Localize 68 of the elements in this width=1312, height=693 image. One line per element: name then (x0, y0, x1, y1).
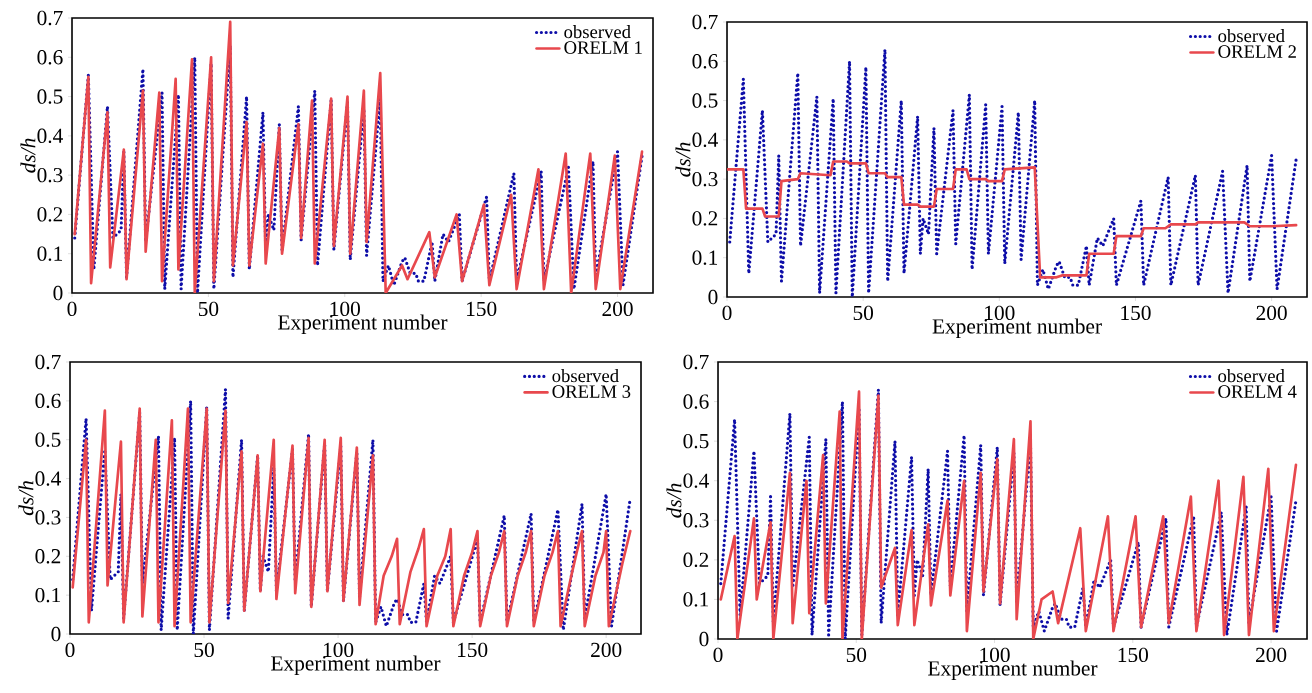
y-axis-title: ds/h (675, 142, 691, 177)
y-tick-label: 0.7 (37, 10, 63, 26)
y-axis-title: ds/h (666, 483, 682, 518)
x-tick-label: 100 (980, 647, 1010, 663)
x-tick-label: 200 (1256, 647, 1287, 663)
y-tick-label: 0.7 (683, 354, 709, 370)
y-tick-label: 0.2 (683, 552, 709, 568)
y-tick-label: 0 (53, 285, 63, 301)
y-tick-label: 0.6 (683, 394, 709, 409)
y-tick-label: 0.2 (692, 211, 718, 226)
x-tick-label: 0 (65, 642, 75, 658)
y-tick-label: 0 (708, 289, 718, 305)
y-tick-label: 0.7 (35, 354, 61, 370)
y-tick-label: 0 (699, 631, 709, 647)
y-tick-label: 0.2 (37, 207, 63, 222)
y-tick-label: 0.3 (37, 167, 63, 183)
x-tick-label: 0 (722, 305, 732, 321)
y-tick-label: 0.6 (692, 54, 718, 69)
legend-label: ORELM 4 (1218, 385, 1297, 398)
y-tick-label: 0.4 (692, 132, 718, 148)
y-tick-label: 0.3 (692, 171, 718, 187)
y-tick-label: 0.6 (35, 393, 61, 409)
y-tick-label: 0.4 (35, 471, 61, 486)
y-tick-label: 0.5 (683, 433, 709, 449)
x-tick-label: 100 (330, 301, 360, 317)
x-tick-label: 150 (467, 301, 497, 317)
y-axis-title: ds/h (20, 138, 36, 173)
y-tick-label: 0.3 (35, 510, 61, 525)
legend-label: observed (552, 368, 619, 383)
legend-label: observed (1218, 369, 1285, 383)
x-tick-label: 0 (67, 301, 77, 317)
x-tick-label: 150 (1118, 647, 1148, 663)
y-tick-label: 0 (51, 626, 61, 642)
x-axis-title: Experiment number (928, 660, 1098, 680)
y-tick-label: 0.5 (37, 89, 63, 104)
y-tick-label: 0.1 (37, 246, 63, 261)
line-series (727, 160, 1298, 279)
x-tick-label: 200 (591, 642, 622, 658)
legend-label: ORELM 1 (564, 41, 642, 54)
y-tick-label: 0.6 (37, 50, 63, 65)
legend-label: ORELM 3 (552, 385, 631, 398)
x-tick-label: 150 (1121, 305, 1151, 321)
y-axis-title: ds/h (18, 481, 34, 516)
x-tick-label: 200 (1256, 305, 1287, 321)
y-tick-label: 0.1 (692, 250, 718, 265)
y-tick-label: 0.5 (692, 93, 718, 108)
x-axis-title: Experiment number (932, 318, 1102, 338)
y-tick-label: 0.1 (683, 592, 709, 607)
x-tick-label: 50 (853, 305, 874, 321)
y-tick-label: 0.3 (683, 513, 709, 528)
x-tick-label: 200 (602, 301, 633, 317)
y-tick-label: 0.1 (35, 587, 61, 603)
x-axis-title: Experiment number (271, 655, 441, 675)
x-tick-label: 50 (194, 642, 214, 658)
y-tick-label: 0.5 (35, 432, 61, 447)
x-tick-label: 50 (846, 647, 867, 663)
legend-label: observed (1218, 29, 1285, 43)
y-tick-label: 0.4 (683, 473, 709, 488)
y-tick-label: 0.2 (35, 549, 61, 564)
x-tick-label: 100 (985, 305, 1015, 321)
x-axis-title: Experiment number (278, 314, 448, 334)
legend-label: observed (564, 25, 631, 39)
x-tick-label: 150 (458, 642, 488, 658)
y-tick-label: 0.4 (37, 128, 63, 144)
x-tick-label: 50 (198, 301, 219, 317)
y-tick-label: 0.7 (692, 14, 718, 30)
legend-label: ORELM 2 (1218, 45, 1296, 58)
line-series (728, 47, 1298, 297)
